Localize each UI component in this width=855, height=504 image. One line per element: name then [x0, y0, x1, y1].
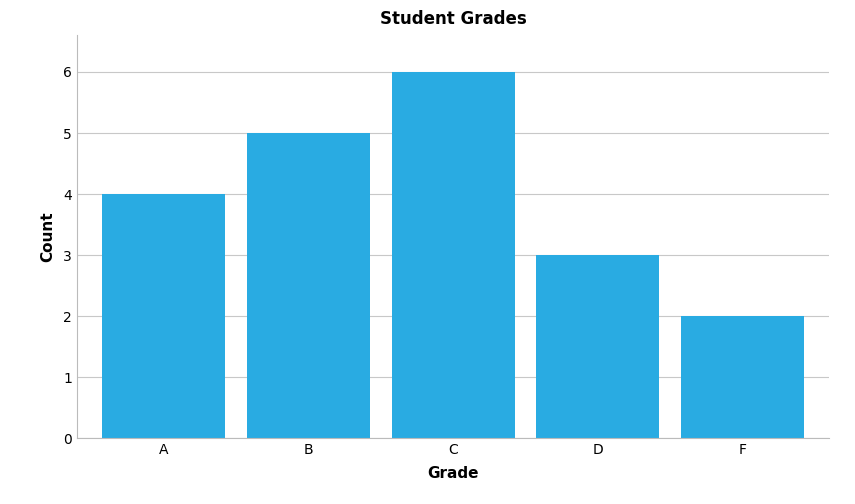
Y-axis label: Count: Count: [40, 212, 55, 262]
X-axis label: Grade: Grade: [428, 466, 479, 481]
Bar: [103, 194, 225, 438]
Bar: [247, 133, 370, 438]
Bar: [392, 72, 515, 438]
Bar: [681, 317, 804, 438]
Bar: [536, 255, 659, 438]
Title: Student Grades: Student Grades: [380, 10, 527, 28]
